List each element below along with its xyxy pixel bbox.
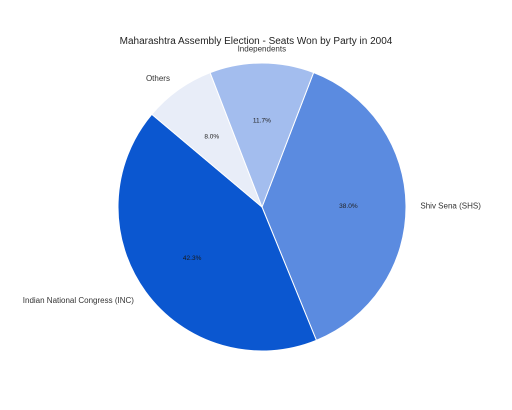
pie-slice-shiv-sena-shs — [261, 71, 407, 341]
chart-title: Maharashtra Assembly Election - Seats Wo… — [119, 36, 393, 47]
slice-label-independents: Independents — [238, 45, 287, 54]
pct-label-shiv-sena-shs: 38.0% — [339, 203, 358, 210]
pie-slice-independents — [209, 62, 315, 209]
pct-label-indian-national-congress-inc: 42.3% — [183, 255, 202, 262]
pie-slice-indian-national-congress-inc — [117, 113, 318, 352]
pct-label-others: 8.0% — [204, 134, 219, 141]
slice-label-indian-national-congress-inc: Indian National Congress (INC) — [23, 296, 134, 305]
pct-label-independents: 11.7% — [253, 118, 271, 125]
slice-label-others: Others — [146, 74, 170, 83]
slice-label-shiv-sena-shs: Shiv Sena (SHS) — [420, 201, 481, 210]
